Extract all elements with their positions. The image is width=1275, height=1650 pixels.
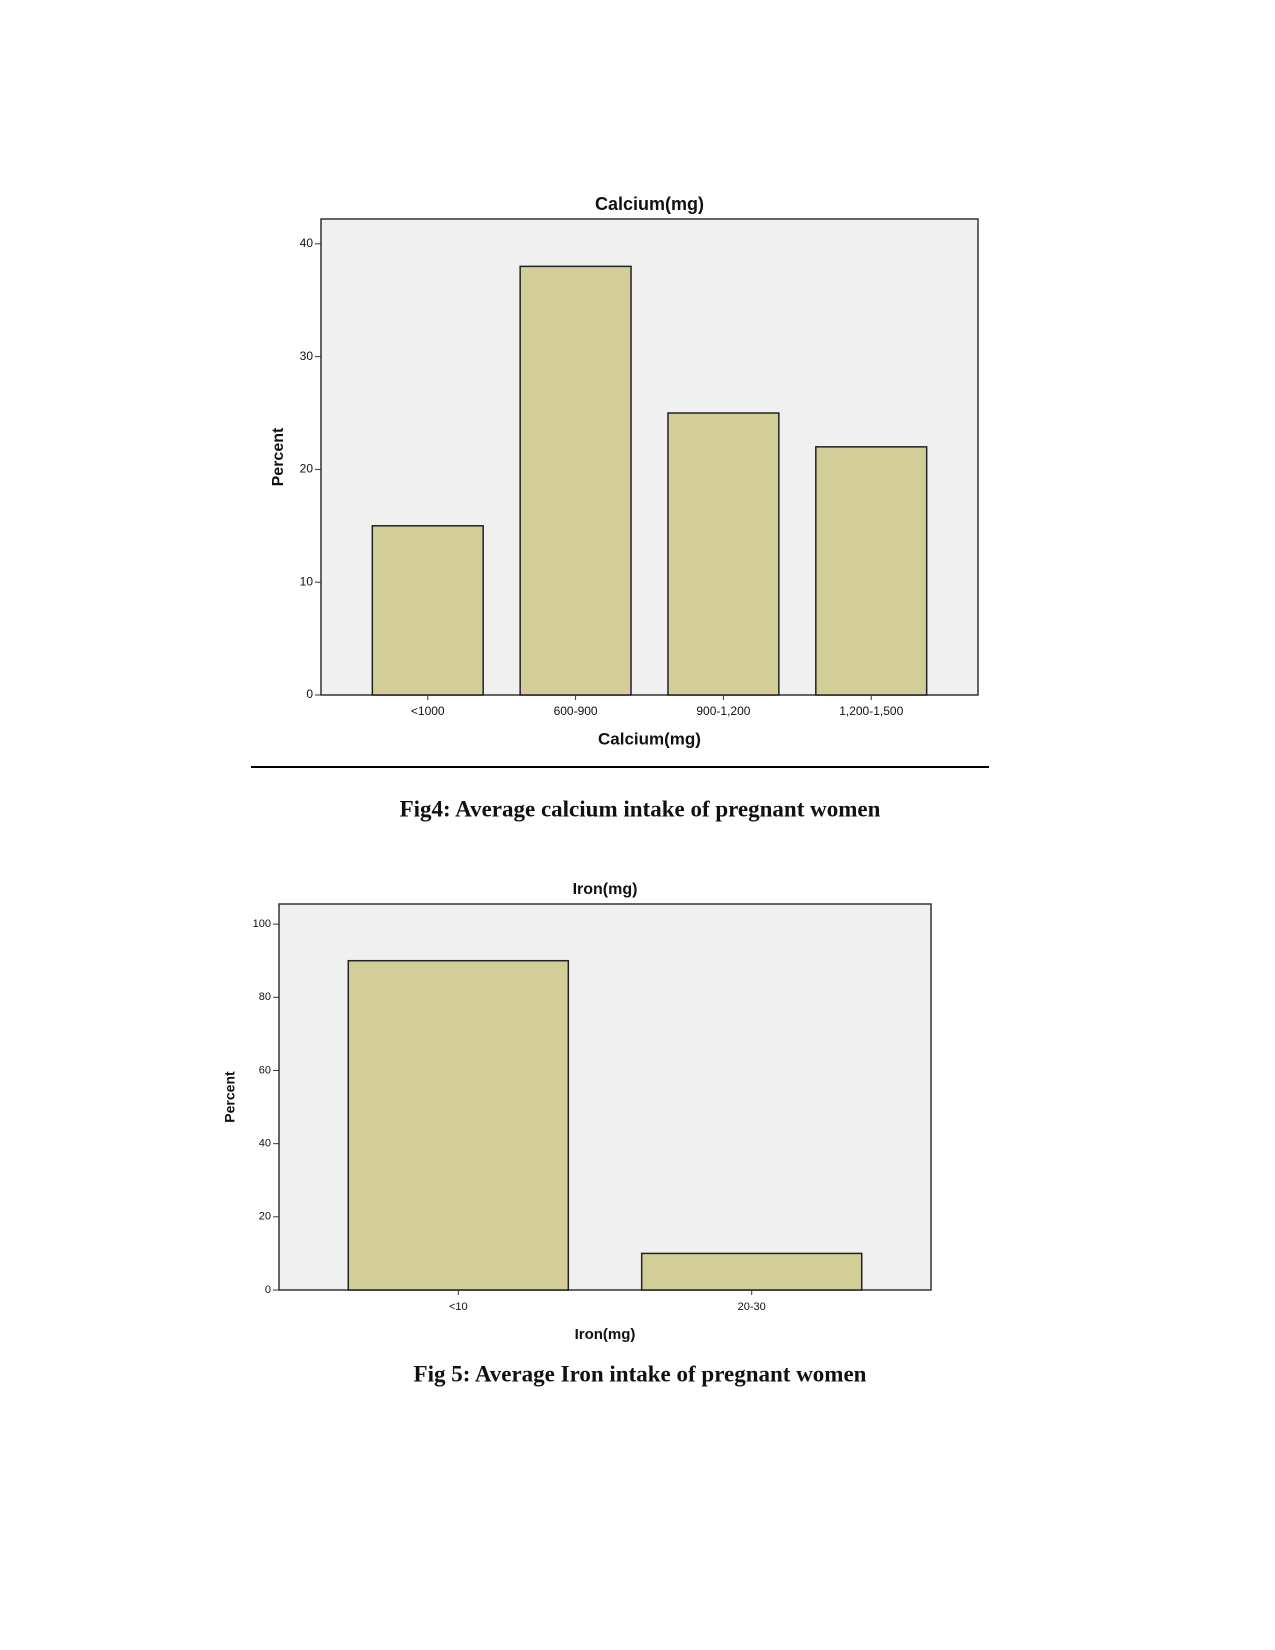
y-tick-label: 0 <box>306 687 313 701</box>
bar <box>815 446 928 696</box>
x-tick-label: 1,200-1,500 <box>839 704 903 718</box>
y-tick-label: 40 <box>259 1138 271 1150</box>
y-tick-label: 10 <box>300 574 314 588</box>
bar <box>519 265 632 696</box>
y-axis-label: Percent <box>222 1071 238 1123</box>
x-tick-label: <10 <box>449 1301 468 1313</box>
bar <box>371 525 484 696</box>
bar <box>347 959 570 1291</box>
chart-title: Iron(mg) <box>573 881 638 898</box>
y-tick-label: 20 <box>259 1211 271 1223</box>
y-tick-label: 60 <box>259 1064 271 1076</box>
x-tick-label: 600-900 <box>554 704 598 718</box>
y-tick-label: 0 <box>265 1284 271 1296</box>
bar <box>667 412 780 696</box>
x-tick-label: <1000 <box>411 704 445 718</box>
y-axis-label: Percent <box>270 427 287 486</box>
y-tick-label: 80 <box>259 991 271 1003</box>
x-axis-label: Calcium(mg) <box>598 729 701 748</box>
y-tick-label: 30 <box>300 349 314 363</box>
x-tick-label: 900-1,200 <box>696 704 750 718</box>
bar <box>640 1252 863 1291</box>
y-tick-label: 100 <box>253 918 271 930</box>
chart-title: Calcium(mg) <box>595 194 704 214</box>
y-tick-label: 20 <box>300 462 314 476</box>
figure-caption: Fig4: Average calcium intake of pregnant… <box>400 796 881 821</box>
y-tick-label: 40 <box>300 236 314 250</box>
x-tick-label: 20-30 <box>738 1301 766 1313</box>
x-axis-label: Iron(mg) <box>575 1326 636 1343</box>
figure-caption: Fig 5: Average Iron intake of pregnant w… <box>414 1361 867 1386</box>
